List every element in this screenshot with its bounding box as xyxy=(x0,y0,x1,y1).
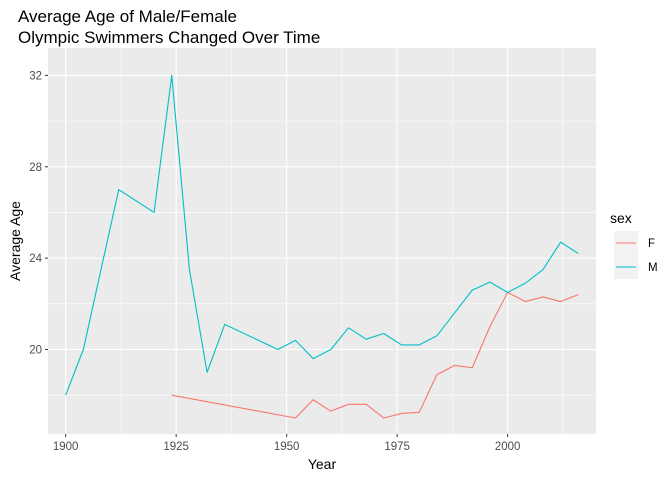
grid-major xyxy=(48,48,596,434)
y-axis-label: Average Age xyxy=(7,201,23,281)
y-tick-label: 24 xyxy=(29,253,42,265)
y-axis-ticks: 20 24 28 32 xyxy=(29,70,48,356)
x-tick-label: 1950 xyxy=(274,441,300,453)
chart-title-line-2: Olympic Swimmers Changed Over Time xyxy=(18,28,320,47)
grid-minor xyxy=(48,48,596,434)
legend-label-m: M xyxy=(648,262,658,274)
x-tick-label: 1900 xyxy=(53,441,79,453)
series-line-m xyxy=(65,74,579,396)
y-tick-label: 32 xyxy=(29,70,42,82)
chart-title-line-1: Average Age of Male/Female xyxy=(18,7,237,26)
series-layer xyxy=(65,74,579,419)
legend-title: sex xyxy=(610,210,632,226)
x-tick-label: 2000 xyxy=(495,441,521,453)
x-tick-label: 1925 xyxy=(163,441,189,453)
x-axis-ticks: 1900 1925 1950 1975 2000 xyxy=(53,434,521,453)
legend: sex FM xyxy=(610,210,658,279)
x-tick-label: 1975 xyxy=(384,441,410,453)
x-axis-label: Year xyxy=(308,456,337,472)
series-line-f xyxy=(171,291,579,419)
plot-panel xyxy=(48,48,596,434)
y-tick-label: 20 xyxy=(29,344,42,356)
y-tick-label: 28 xyxy=(29,162,42,174)
legend-label-f: F xyxy=(648,238,655,250)
